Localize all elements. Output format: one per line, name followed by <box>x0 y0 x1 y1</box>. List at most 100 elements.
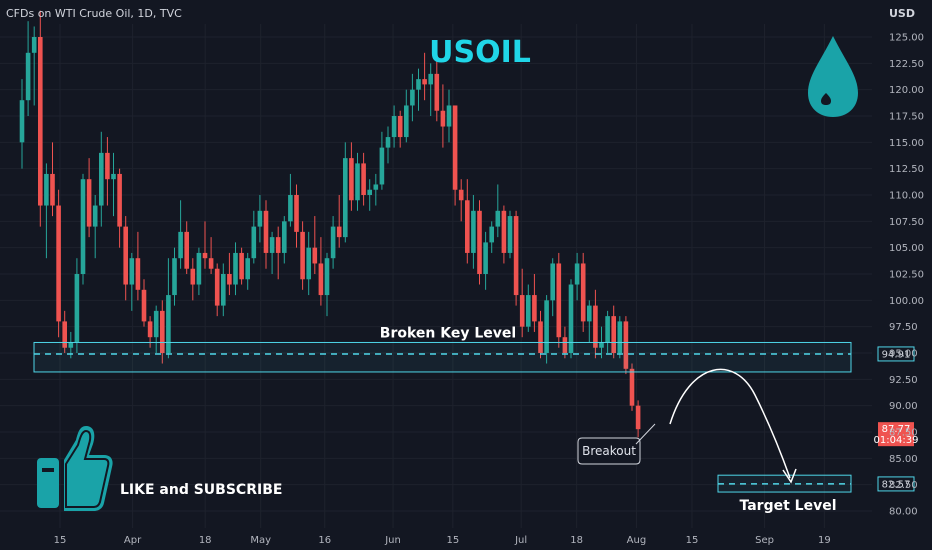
candle-body <box>458 189 464 201</box>
candle <box>349 142 354 211</box>
target-level-text: Target Level <box>739 498 836 514</box>
candle-body <box>129 258 135 285</box>
candle-body <box>361 163 366 195</box>
y-tick-label: 112.50 <box>889 164 924 175</box>
candle-body <box>263 210 269 253</box>
y-tick-label: 95.00 <box>889 349 918 360</box>
candle-body <box>31 37 37 53</box>
candle <box>190 258 196 301</box>
candle-body <box>166 295 171 353</box>
candle-body <box>92 205 98 227</box>
thumbs-up-icon <box>37 426 113 511</box>
candle-body <box>62 321 67 348</box>
candle <box>294 184 299 248</box>
candle-body <box>50 173 55 206</box>
candle <box>135 231 141 301</box>
x-tick-label: 18 <box>199 535 212 546</box>
candle-body <box>269 237 275 253</box>
candle-body <box>532 295 537 322</box>
candle-body <box>312 247 318 264</box>
y-tick-label: 110.00 <box>889 191 924 202</box>
candle <box>556 252 562 348</box>
y-tick-label: 90.00 <box>889 401 918 412</box>
candle <box>263 200 269 269</box>
y-tick-label: 107.50 <box>889 217 924 228</box>
candle-body <box>391 116 397 138</box>
grid <box>0 24 872 528</box>
candle-body <box>227 274 232 285</box>
candle <box>214 263 220 317</box>
candle <box>306 231 311 296</box>
candle-body <box>19 100 25 143</box>
candle <box>74 258 80 353</box>
candle-body <box>68 342 74 348</box>
candle-body <box>306 247 311 280</box>
candle <box>288 173 293 227</box>
x-tick-label: 16 <box>318 535 331 546</box>
candle-body <box>330 226 336 259</box>
candle-body <box>160 310 165 353</box>
candle <box>208 237 214 274</box>
candle-body <box>507 216 513 253</box>
candle <box>123 216 128 301</box>
candle-body <box>178 231 183 259</box>
candle <box>605 310 610 353</box>
chart-title: USOIL <box>429 35 531 70</box>
countdown-label: 01:04:39 <box>874 435 919 446</box>
candle <box>538 310 543 359</box>
candle <box>629 363 635 411</box>
candle <box>62 310 67 353</box>
candle <box>324 252 330 317</box>
candle <box>239 247 244 285</box>
candle <box>178 200 183 269</box>
candle-body <box>452 105 458 190</box>
candle-body <box>465 200 470 253</box>
candle-body <box>397 116 403 138</box>
candle-body <box>233 252 238 285</box>
candle-body <box>489 226 494 243</box>
candle-body <box>440 110 446 127</box>
candle-body <box>605 316 610 343</box>
candle-body <box>294 195 299 232</box>
candle-body <box>141 289 147 322</box>
candle <box>513 210 519 306</box>
y-tick-label: 102.50 <box>889 270 924 281</box>
x-tick-label: 15 <box>686 535 699 546</box>
candle-body <box>44 173 49 206</box>
candle <box>129 252 135 311</box>
candle-body <box>208 258 214 269</box>
candle-body <box>343 158 348 238</box>
candle <box>275 226 281 280</box>
candle <box>593 289 598 359</box>
y-tick-label: 97.50 <box>889 322 918 333</box>
candle <box>617 316 623 359</box>
candle-body <box>495 210 501 227</box>
candle <box>373 173 379 206</box>
candle <box>233 242 238 296</box>
oil-drop-icon <box>808 36 858 117</box>
candle-body <box>526 295 531 327</box>
candle <box>379 131 385 190</box>
candle-body <box>56 205 61 322</box>
y-tick-label: 100.00 <box>889 296 924 307</box>
target-level-price-label: 82.57 <box>882 479 911 490</box>
candle <box>471 195 476 269</box>
y-tick-label: 115.00 <box>889 138 924 149</box>
broken-key-level-box <box>33 341 852 373</box>
like-subscribe-text: LIKE and SUBSCRIBE <box>120 482 282 498</box>
candle <box>105 137 110 206</box>
broken-key-level-price-label: 94.91 <box>882 349 911 360</box>
candle-body <box>80 179 86 274</box>
candle <box>196 247 202 296</box>
broken-key-level-text: Broken Key Level <box>380 325 516 341</box>
candle <box>153 305 159 353</box>
candle-body <box>172 258 177 296</box>
candle-body <box>318 263 324 296</box>
candle <box>397 110 403 148</box>
x-tick-label: 15 <box>446 535 459 546</box>
currency-label: USD <box>889 7 915 20</box>
candle <box>574 252 580 301</box>
candle <box>526 284 531 332</box>
candle-body <box>214 268 220 306</box>
candle <box>336 195 342 248</box>
